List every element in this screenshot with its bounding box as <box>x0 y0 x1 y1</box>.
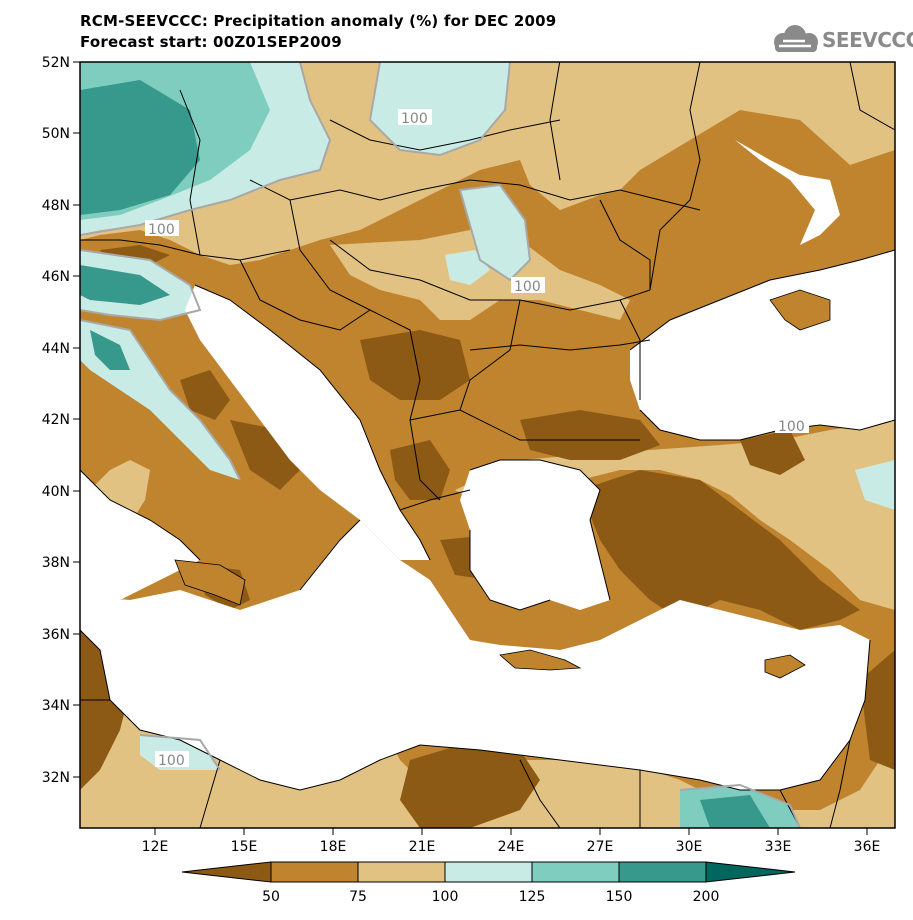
mediterranean-sea <box>80 520 870 790</box>
seevccc-logo-text: SEEVCCC <box>822 28 913 52</box>
dnieper-reservoir <box>735 140 840 245</box>
contour-labels: 100 100 100 100 100 <box>145 109 809 769</box>
seas <box>80 140 895 790</box>
colorbar-segment <box>181 861 272 883</box>
cyprus <box>764 654 806 679</box>
lon-label: 30E <box>676 839 703 855</box>
tyrrhenian-sea <box>80 470 200 600</box>
colorbar-segment <box>444 861 533 883</box>
lon-label: 15E <box>231 839 258 855</box>
colorbar-segment <box>705 861 796 883</box>
lat-label: 34N <box>42 698 70 714</box>
colorbar-segment <box>618 861 707 883</box>
colorbar-label: 150 <box>606 889 633 905</box>
map-frame <box>79 61 896 829</box>
lon-label: 36E <box>854 839 881 855</box>
lat-label: 52N <box>42 55 70 71</box>
lon-label: 21E <box>409 839 436 855</box>
colorbar-label: 75 <box>349 889 367 905</box>
wet-regions <box>80 62 895 828</box>
lon-label: 12E <box>142 839 169 855</box>
lat-label: 40N <box>42 484 70 500</box>
colorbar-label: 50 <box>262 889 280 905</box>
chart-title: RCM-SEEVCCC: Precipitation anomaly (%) f… <box>80 12 557 30</box>
borders <box>80 62 895 828</box>
lat-label: 42N <box>42 412 70 428</box>
aegean-sea <box>460 460 610 610</box>
lon-label: 24E <box>498 839 525 855</box>
contour-100 <box>80 62 801 828</box>
lat-label: 50N <box>42 126 70 142</box>
lat-axis: 52N 50N 48N 46N 44N 42N 40N 38N 36N 34N … <box>42 55 80 786</box>
contour-label: 100 <box>514 279 541 295</box>
colorbar-segment <box>531 861 620 883</box>
lat-label: 48N <box>42 198 70 214</box>
contour-label: 100 <box>148 222 175 238</box>
lat-label: 46N <box>42 269 70 285</box>
colorbar-segment <box>357 861 446 883</box>
black-sea <box>630 250 895 440</box>
contour-label: 100 <box>158 753 185 769</box>
cloud-icon <box>774 25 818 52</box>
lon-axis: 12E 15E 18E 21E 24E 27E 30E 33E 36E <box>142 828 881 855</box>
lat-label: 36N <box>42 627 70 643</box>
crete <box>499 649 582 671</box>
sicily <box>174 559 246 606</box>
map-field: 100 100 100 100 100 <box>80 62 895 828</box>
crimea <box>769 289 831 331</box>
contour-label: 100 <box>778 419 805 435</box>
contour-label: 100 <box>401 111 428 127</box>
lon-label: 18E <box>320 839 347 855</box>
lat-label: 44N <box>42 341 70 357</box>
islands <box>174 289 831 679</box>
colorbar <box>181 861 796 883</box>
forecast-start-label: Forecast start: 00Z01SEP2009 <box>80 33 342 51</box>
very-dry-regions <box>80 245 895 828</box>
colorbar-labels: 50 75 100 125 150 200 <box>262 889 719 905</box>
lat-label: 38N <box>42 555 70 571</box>
colorbar-label: 100 <box>432 889 459 905</box>
colorbar-label: 200 <box>693 889 720 905</box>
lon-label: 33E <box>765 839 792 855</box>
lon-label: 27E <box>587 839 614 855</box>
colorbar-segment <box>270 861 359 883</box>
colorbar-label: 125 <box>519 889 546 905</box>
lat-label: 32N <box>42 770 70 786</box>
adriatic-sea <box>185 285 430 560</box>
